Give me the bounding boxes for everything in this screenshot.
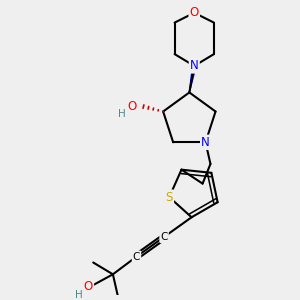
Text: N: N xyxy=(190,59,199,72)
Text: S: S xyxy=(166,190,173,204)
Text: O: O xyxy=(190,6,199,19)
Text: C: C xyxy=(160,232,168,242)
Text: O: O xyxy=(127,100,136,113)
Text: N: N xyxy=(201,136,210,149)
Text: H: H xyxy=(118,110,126,119)
Text: C: C xyxy=(133,252,140,262)
Text: O: O xyxy=(84,280,93,292)
Text: H: H xyxy=(75,290,82,300)
Polygon shape xyxy=(189,66,196,92)
